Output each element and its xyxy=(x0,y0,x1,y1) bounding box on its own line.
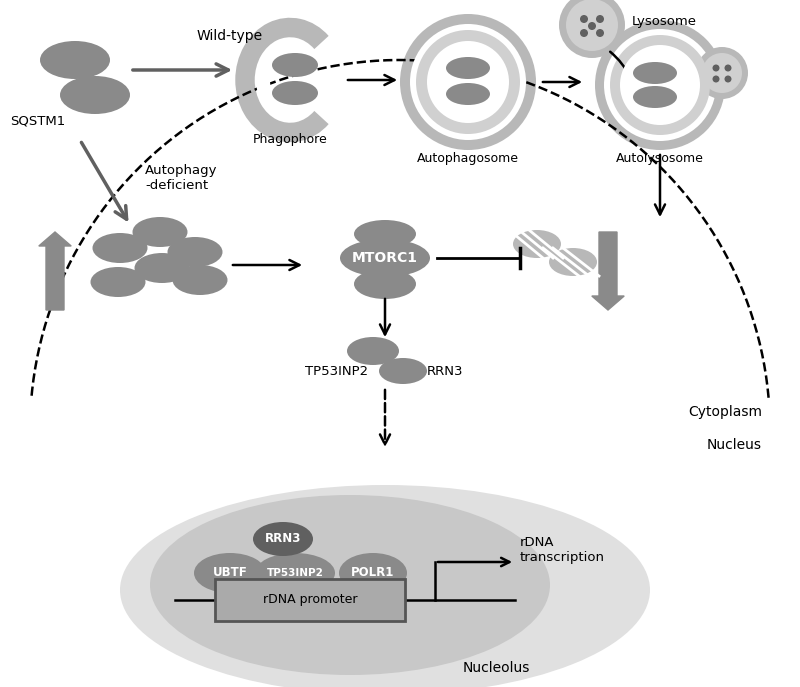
Circle shape xyxy=(713,76,719,82)
Ellipse shape xyxy=(379,358,427,384)
Ellipse shape xyxy=(354,220,416,248)
Ellipse shape xyxy=(347,337,399,365)
Text: Autophagosome: Autophagosome xyxy=(417,152,519,165)
Circle shape xyxy=(725,65,731,71)
Circle shape xyxy=(580,29,588,37)
Ellipse shape xyxy=(134,253,190,283)
Ellipse shape xyxy=(173,265,227,295)
Circle shape xyxy=(604,29,716,141)
Ellipse shape xyxy=(253,522,313,556)
Ellipse shape xyxy=(513,230,561,258)
Text: rDNA
transcription: rDNA transcription xyxy=(520,536,605,564)
Circle shape xyxy=(427,41,509,123)
Text: TP53INP2: TP53INP2 xyxy=(305,365,368,378)
Circle shape xyxy=(410,24,526,140)
Text: RRN3: RRN3 xyxy=(265,532,301,545)
Circle shape xyxy=(702,53,742,93)
Text: Nucleus: Nucleus xyxy=(707,438,762,452)
Circle shape xyxy=(610,35,710,135)
Text: TP53INP2: TP53INP2 xyxy=(266,568,323,578)
Ellipse shape xyxy=(272,53,318,77)
Ellipse shape xyxy=(133,217,187,247)
FancyArrow shape xyxy=(38,232,71,310)
Circle shape xyxy=(559,0,625,58)
Text: Phagophore: Phagophore xyxy=(253,133,327,146)
Ellipse shape xyxy=(446,83,490,105)
Text: Wild-type: Wild-type xyxy=(197,29,263,43)
Ellipse shape xyxy=(93,233,147,263)
Text: Autophagy
-deficient: Autophagy -deficient xyxy=(145,164,218,192)
Ellipse shape xyxy=(40,41,110,79)
Ellipse shape xyxy=(446,57,490,79)
Ellipse shape xyxy=(120,485,650,687)
Ellipse shape xyxy=(354,269,416,299)
Ellipse shape xyxy=(60,76,130,114)
Ellipse shape xyxy=(167,237,222,267)
Ellipse shape xyxy=(340,239,430,277)
Text: MTORC1: MTORC1 xyxy=(352,251,418,265)
Circle shape xyxy=(696,47,748,99)
Circle shape xyxy=(725,76,731,82)
Circle shape xyxy=(566,0,618,51)
Ellipse shape xyxy=(339,553,407,593)
Circle shape xyxy=(595,20,725,150)
Ellipse shape xyxy=(633,62,677,84)
Circle shape xyxy=(588,22,596,30)
Ellipse shape xyxy=(549,248,597,276)
Text: POLR1: POLR1 xyxy=(351,567,394,580)
Circle shape xyxy=(580,15,588,23)
Text: UBTF: UBTF xyxy=(213,567,247,580)
Ellipse shape xyxy=(194,553,266,593)
Circle shape xyxy=(596,29,604,37)
Text: Autolysosome: Autolysosome xyxy=(616,152,704,165)
Ellipse shape xyxy=(255,553,335,593)
Text: rDNA promoter: rDNA promoter xyxy=(262,594,358,607)
Text: SQSTM1: SQSTM1 xyxy=(10,115,66,128)
Ellipse shape xyxy=(633,86,677,108)
Ellipse shape xyxy=(272,81,318,105)
Circle shape xyxy=(596,15,604,23)
Text: Cytoplasm: Cytoplasm xyxy=(688,405,762,419)
FancyBboxPatch shape xyxy=(215,579,405,621)
Circle shape xyxy=(620,45,700,125)
Ellipse shape xyxy=(90,267,146,297)
Circle shape xyxy=(713,65,719,71)
Circle shape xyxy=(400,14,536,150)
Circle shape xyxy=(416,30,520,134)
Ellipse shape xyxy=(150,495,550,675)
Text: Nucleolus: Nucleolus xyxy=(462,661,530,675)
Text: Lysosome: Lysosome xyxy=(632,16,697,28)
Text: RRN3: RRN3 xyxy=(427,365,463,378)
FancyArrow shape xyxy=(592,232,624,310)
